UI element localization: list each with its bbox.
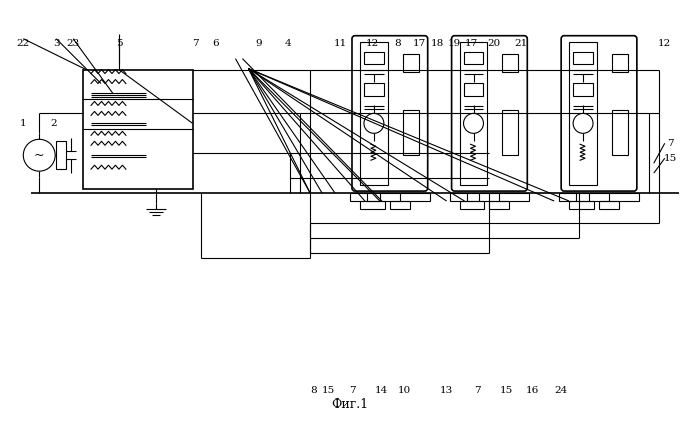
Text: Фиг.1: Фиг.1 <box>331 398 369 411</box>
Text: 15: 15 <box>500 386 513 395</box>
Text: 8: 8 <box>310 386 316 395</box>
Bar <box>350 193 430 201</box>
Text: 20: 20 <box>488 39 501 48</box>
Bar <box>449 193 529 201</box>
Bar <box>402 54 419 72</box>
Text: 24: 24 <box>554 386 568 395</box>
Bar <box>360 201 385 209</box>
Bar <box>503 110 518 155</box>
Text: 11: 11 <box>333 39 346 48</box>
Text: 4: 4 <box>285 39 292 48</box>
Bar <box>503 54 518 72</box>
Bar <box>569 201 594 209</box>
Bar <box>489 201 510 209</box>
Text: 16: 16 <box>526 386 539 395</box>
Text: 2: 2 <box>50 119 57 128</box>
Text: 10: 10 <box>398 386 412 395</box>
Text: 12: 12 <box>365 39 379 48</box>
Text: 23: 23 <box>66 39 80 48</box>
Text: 9: 9 <box>255 39 262 48</box>
Bar <box>460 42 487 185</box>
Text: 8: 8 <box>395 39 401 48</box>
Text: ~: ~ <box>34 149 45 162</box>
Bar <box>56 141 66 169</box>
Bar <box>402 110 419 155</box>
Text: 7: 7 <box>193 39 199 48</box>
Text: 17: 17 <box>413 39 426 48</box>
Text: 7: 7 <box>349 386 356 395</box>
Text: 13: 13 <box>440 386 453 395</box>
Text: 21: 21 <box>514 39 528 48</box>
Text: 12: 12 <box>658 39 671 48</box>
Text: 7: 7 <box>474 386 481 395</box>
Bar <box>612 54 628 72</box>
Bar <box>364 52 384 63</box>
Text: 14: 14 <box>375 386 389 395</box>
Bar <box>599 201 619 209</box>
Bar <box>364 83 384 96</box>
Text: 6: 6 <box>212 39 219 48</box>
Text: 22: 22 <box>17 39 30 48</box>
Text: 19: 19 <box>448 39 461 48</box>
Bar <box>463 52 484 63</box>
Bar <box>573 52 593 63</box>
Bar <box>390 201 410 209</box>
Bar <box>83 69 192 189</box>
Bar <box>360 42 388 185</box>
Bar <box>573 83 593 96</box>
Bar <box>559 193 639 201</box>
Bar <box>569 42 597 185</box>
Text: 15: 15 <box>664 154 678 163</box>
Text: 7: 7 <box>667 139 674 148</box>
Text: 18: 18 <box>431 39 444 48</box>
Text: 15: 15 <box>321 386 335 395</box>
Bar <box>463 83 484 96</box>
Bar <box>612 110 628 155</box>
Bar <box>460 201 484 209</box>
Text: 17: 17 <box>465 39 478 48</box>
Text: 3: 3 <box>53 39 60 48</box>
Text: 1: 1 <box>20 119 27 128</box>
Text: 5: 5 <box>116 39 122 48</box>
